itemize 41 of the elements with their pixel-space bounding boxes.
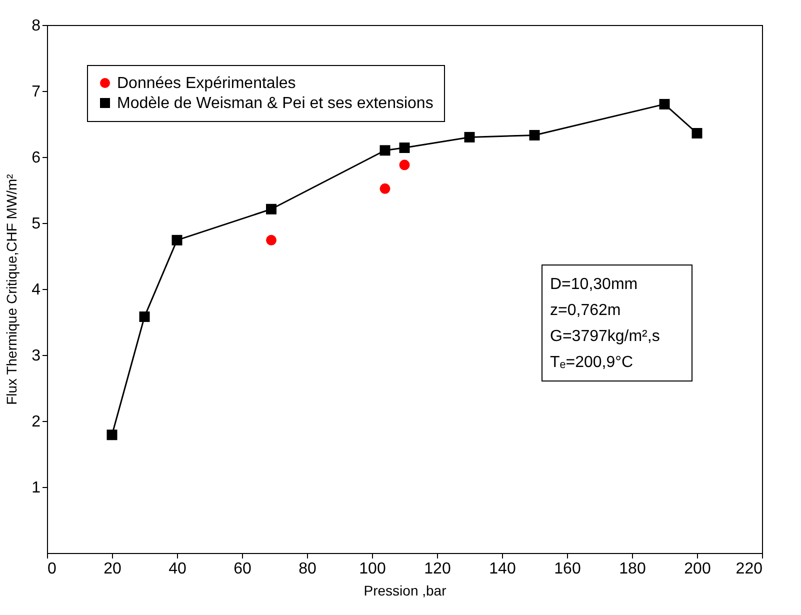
point — [172, 234, 182, 246]
annotation: G=3797kg/m²,s — [550, 328, 660, 345]
x-tick-label: 220 — [736, 560, 763, 578]
x-axis-title: Pression ,bar — [364, 582, 447, 598]
x-tick-label: 40 — [168, 560, 186, 578]
point — [692, 128, 702, 138]
x-tick-label: 140 — [489, 560, 516, 578]
x-tick-label: 100 — [359, 560, 386, 578]
y-tick-label: 8 — [32, 18, 41, 34]
annotation: D=10,30mm — [550, 276, 638, 293]
annotation: Tₑ=200,9°C — [550, 354, 634, 371]
x-tick-label: 200 — [684, 560, 711, 578]
x-tick-label: 180 — [619, 560, 646, 578]
y-tick-label: 6 — [32, 150, 41, 166]
y-tick-label: 2 — [32, 414, 41, 430]
point — [659, 98, 670, 110]
legend-label: Données Expérimentales — [117, 75, 296, 92]
point — [399, 142, 410, 154]
y-tick-label: 3 — [32, 348, 41, 364]
x-tick-label: 120 — [424, 560, 451, 578]
point — [106, 430, 118, 440]
point — [266, 204, 276, 214]
point — [529, 130, 540, 140]
x-tick-label: 80 — [298, 560, 316, 578]
point — [464, 132, 475, 142]
x-tick-label: 60 — [234, 560, 252, 578]
annotation: z=0,762m — [550, 302, 621, 319]
y-tick-label: 4 — [32, 282, 41, 298]
y-tick-label: 1 — [32, 480, 41, 496]
x-tick-label: 160 — [554, 560, 581, 578]
point — [266, 234, 276, 246]
point — [380, 183, 390, 194]
legend-label: Modèle de Weisman & Pei et ses extensions — [117, 95, 434, 112]
point — [380, 145, 390, 156]
x-tick-label: 20 — [104, 560, 122, 578]
point — [399, 160, 410, 170]
x-tick-label: 0 — [48, 560, 56, 578]
y-tick-label: 7 — [32, 84, 41, 100]
y-axis-title: Flux Thermique Critique,CHF MW/m² — [4, 174, 20, 405]
y-tick-label: 5 — [32, 216, 41, 232]
point — [139, 311, 150, 322]
